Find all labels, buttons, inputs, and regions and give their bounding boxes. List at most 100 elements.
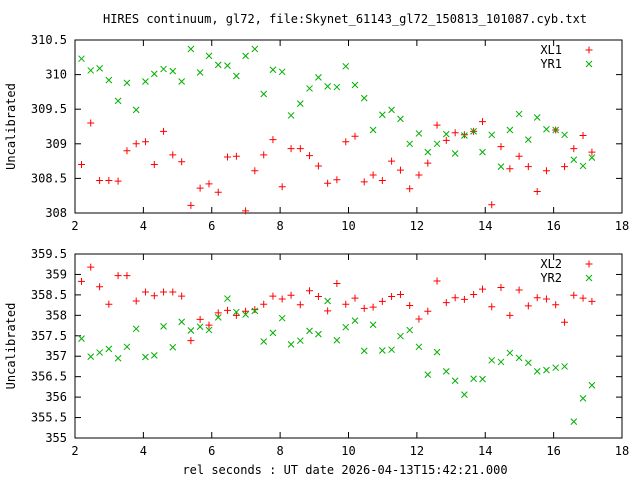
data-point-yr2 bbox=[397, 332, 404, 340]
data-point-xl2 bbox=[96, 283, 104, 291]
data-point-yr2 bbox=[406, 326, 414, 334]
data-point-yr2 bbox=[533, 367, 541, 375]
data-point-xl1 bbox=[160, 127, 168, 135]
chart-title: HIRES continuum, gl72, file:Skynet_61143… bbox=[103, 12, 587, 26]
data-point-yr1 bbox=[470, 127, 477, 135]
data-point-yr1 bbox=[461, 132, 468, 139]
data-point-xl2 bbox=[132, 297, 140, 305]
data-point-xl1 bbox=[260, 151, 268, 159]
x-tick-label: 16 bbox=[546, 219, 560, 233]
y-tick-label: 358.5 bbox=[31, 288, 67, 302]
data-point-xl2 bbox=[223, 306, 231, 314]
data-point-yr1 bbox=[260, 90, 268, 98]
data-point-xl1 bbox=[223, 153, 231, 161]
data-point-yr1 bbox=[506, 126, 514, 134]
y-tick-label: 355.5 bbox=[31, 411, 67, 425]
data-point-yr1 bbox=[169, 67, 177, 75]
y-tick-label: 308.5 bbox=[31, 171, 67, 185]
data-point-xl2 bbox=[415, 315, 423, 323]
data-point-xl2 bbox=[369, 303, 377, 311]
data-point-yr1 bbox=[132, 106, 140, 114]
data-point-xl1 bbox=[515, 152, 523, 160]
data-point-xl2 bbox=[306, 287, 314, 295]
data-point-xl2 bbox=[460, 295, 468, 303]
data-point-xl1 bbox=[360, 178, 368, 186]
data-point-xl2 bbox=[150, 292, 158, 300]
data-point-yr1 bbox=[224, 62, 231, 69]
data-point-xl1 bbox=[214, 188, 222, 196]
data-point-xl2 bbox=[561, 318, 569, 326]
data-point-yr2 bbox=[388, 346, 395, 354]
y-tick-label: 356 bbox=[45, 390, 67, 404]
data-point-yr1 bbox=[315, 74, 322, 81]
data-point-xl2 bbox=[105, 300, 113, 308]
data-point-xl2 bbox=[406, 302, 414, 310]
data-point-yr2 bbox=[169, 343, 177, 351]
data-point-yr2 bbox=[424, 371, 432, 378]
data-point-xl2 bbox=[260, 300, 268, 308]
y-tick-label: 309.5 bbox=[31, 102, 67, 116]
data-point-yr2 bbox=[296, 337, 304, 345]
data-point-yr1 bbox=[160, 65, 167, 73]
data-point-xl2 bbox=[187, 337, 195, 345]
data-point-yr2 bbox=[78, 335, 85, 342]
data-point-yr2 bbox=[324, 297, 331, 305]
data-point-xl1 bbox=[269, 136, 277, 144]
series-yr1 bbox=[78, 45, 596, 170]
data-point-yr1 bbox=[196, 69, 204, 76]
data-point-yr2 bbox=[214, 314, 222, 321]
data-point-xl1 bbox=[242, 207, 250, 215]
data-point-yr2 bbox=[515, 354, 523, 362]
legend-marker bbox=[585, 46, 593, 54]
legend-label: YR2 bbox=[540, 271, 562, 285]
y-axis-label: Uncalibrated bbox=[4, 83, 18, 170]
data-point-xl2 bbox=[242, 307, 250, 315]
data-point-xl1 bbox=[396, 166, 404, 174]
data-point-yr1 bbox=[479, 148, 486, 156]
data-point-yr2 bbox=[96, 349, 103, 356]
data-point-xl1 bbox=[579, 131, 587, 139]
data-point-xl2 bbox=[314, 293, 322, 301]
x-tick-label: 14 bbox=[478, 219, 492, 233]
data-point-yr1 bbox=[78, 55, 85, 63]
data-point-yr2 bbox=[588, 381, 596, 389]
data-point-xl2 bbox=[479, 285, 487, 293]
series-xl2 bbox=[77, 263, 596, 345]
data-point-yr2 bbox=[187, 327, 195, 334]
data-point-yr1 bbox=[442, 130, 450, 138]
data-point-xl2 bbox=[141, 288, 149, 296]
data-point-yr2 bbox=[196, 323, 204, 331]
data-point-yr1 bbox=[123, 79, 131, 87]
data-point-xl2 bbox=[515, 286, 523, 294]
data-point-yr2 bbox=[442, 367, 450, 375]
data-point-yr2 bbox=[178, 318, 186, 326]
data-point-yr2 bbox=[579, 394, 587, 402]
data-point-xl2 bbox=[178, 292, 186, 300]
data-point-yr1 bbox=[406, 140, 414, 148]
data-point-xl1 bbox=[169, 151, 177, 159]
data-point-yr1 bbox=[351, 81, 359, 89]
data-point-yr1 bbox=[142, 78, 149, 85]
data-point-xl2 bbox=[278, 295, 286, 303]
data-point-xl2 bbox=[205, 321, 213, 329]
data-point-xl2 bbox=[570, 291, 578, 299]
x-tick-label: 12 bbox=[410, 444, 424, 458]
legend-marker bbox=[585, 60, 593, 68]
data-point-yr2 bbox=[552, 364, 560, 372]
data-point-xl1 bbox=[351, 132, 359, 140]
data-point-xl1 bbox=[114, 177, 122, 185]
data-point-xl1 bbox=[314, 162, 322, 170]
data-point-yr2 bbox=[333, 336, 341, 344]
data-point-xl2 bbox=[169, 288, 177, 296]
data-point-yr1 bbox=[515, 110, 523, 118]
data-point-xl1 bbox=[306, 152, 314, 160]
data-point-xl2 bbox=[324, 307, 332, 315]
data-point-yr2 bbox=[233, 308, 240, 316]
data-point-xl1 bbox=[96, 176, 104, 184]
data-point-xl1 bbox=[406, 185, 414, 193]
data-point-xl2 bbox=[388, 293, 396, 301]
x-tick-label: 12 bbox=[410, 219, 424, 233]
data-point-xl2 bbox=[333, 279, 341, 287]
data-point-yr1 bbox=[233, 72, 240, 80]
data-point-yr2 bbox=[461, 391, 468, 399]
